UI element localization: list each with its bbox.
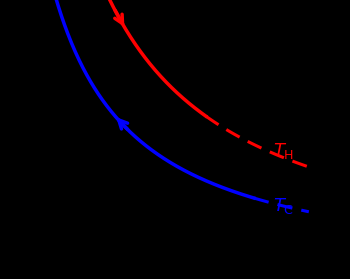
Text: $T_{\mathrm{H}}$: $T_{\mathrm{H}}$ (273, 141, 294, 161)
Text: $T_{\mathrm{C}}$: $T_{\mathrm{C}}$ (273, 196, 294, 216)
